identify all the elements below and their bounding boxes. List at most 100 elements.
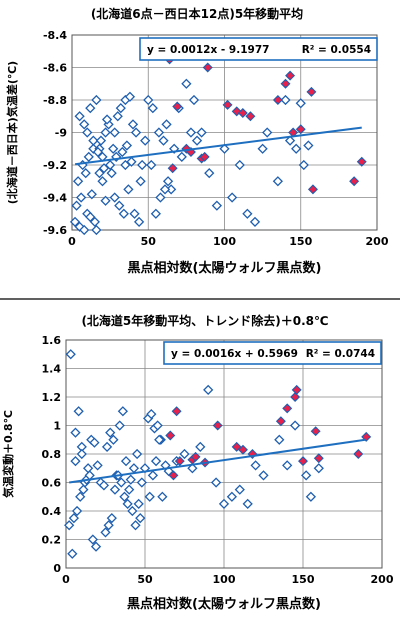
data-point — [153, 127, 165, 138]
data-point — [282, 460, 293, 471]
data-point — [106, 513, 117, 524]
data-point — [116, 477, 127, 488]
x-tick-label: 50 — [141, 235, 157, 248]
data-point — [122, 498, 133, 509]
data-point — [72, 176, 84, 187]
data-point — [181, 78, 192, 89]
data-point — [88, 135, 99, 146]
data-point — [100, 195, 111, 206]
highlight-point — [313, 453, 324, 464]
data-point — [301, 470, 312, 481]
data-point — [157, 491, 168, 502]
x-axis-label: 黒点相対数(太陽ウォルフ黒点数) — [128, 260, 322, 276]
data-point — [108, 434, 119, 445]
data-point — [137, 159, 148, 171]
x-tick-label: 100 — [213, 573, 236, 586]
trend-line — [74, 126, 362, 166]
data-point — [143, 94, 154, 106]
data-point — [154, 434, 165, 445]
data-point — [250, 460, 261, 471]
highlight-point — [282, 403, 293, 414]
data-point — [191, 135, 203, 146]
data-points — [64, 349, 372, 559]
data-point — [219, 143, 230, 154]
y-axis-label: (北海道－西日本)気温差(℃) — [5, 61, 19, 204]
data-point — [249, 216, 261, 227]
data-point — [130, 520, 141, 531]
y-tick-label: 0.8 — [42, 448, 62, 461]
data-point — [87, 534, 98, 545]
data-point — [179, 448, 190, 460]
data-point — [101, 114, 113, 125]
equation-box — [139, 37, 378, 61]
data-point — [106, 168, 117, 179]
highlight-point — [181, 143, 192, 154]
data-point — [92, 146, 104, 158]
data-point — [133, 498, 144, 509]
data-point — [70, 456, 81, 467]
data-point — [305, 491, 317, 502]
data-point — [101, 441, 113, 452]
data-point — [146, 159, 157, 171]
highlight-point — [168, 470, 179, 481]
data-point — [82, 127, 93, 138]
highlight-point — [165, 430, 176, 441]
highlight-point — [174, 456, 185, 467]
data-point — [69, 216, 81, 227]
plot-frame — [65, 339, 383, 569]
data-point — [161, 119, 172, 130]
chart-title: (北海道5年移動平均、トレンド除去)＋0.8℃ — [81, 313, 328, 328]
data-point — [98, 480, 110, 491]
data-point — [85, 103, 96, 114]
data-point — [114, 420, 125, 431]
x-tick-label: 0 — [62, 573, 70, 586]
data-point — [124, 91, 136, 102]
highlight-point — [245, 111, 256, 122]
data-point — [86, 189, 97, 200]
data-point — [185, 127, 197, 138]
x-tick-label: 100 — [213, 235, 236, 248]
data-point — [68, 513, 80, 524]
highlight-point — [222, 99, 233, 110]
data-point — [109, 192, 120, 203]
chart-1: (北海道6点－西日本12点)5年移動平均 -8.4 -8.6 -8.8 -9 -9.2 -9… — [5, 6, 389, 276]
x-tick-label: 150 — [289, 235, 312, 248]
y-tick-label: -9 — [55, 127, 67, 140]
data-point — [94, 168, 105, 179]
data-point — [135, 513, 146, 524]
data-point — [298, 159, 309, 171]
data-point — [130, 127, 142, 138]
highlight-point — [280, 78, 291, 89]
data-point — [114, 200, 125, 211]
data-point — [119, 491, 130, 502]
data-point — [124, 484, 135, 495]
data-point — [65, 349, 76, 360]
y-tick-label: 0.2 — [42, 534, 62, 547]
data-point — [80, 168, 91, 179]
highlight-point — [231, 441, 242, 452]
data-point — [187, 463, 198, 474]
data-point — [95, 135, 107, 146]
data-point — [75, 491, 86, 502]
data-point — [67, 548, 78, 559]
data-point — [136, 477, 147, 488]
data-point — [226, 491, 238, 502]
trend-equation: y = 0.0012x - 9.1977 — [147, 44, 269, 56]
data-point — [242, 498, 253, 509]
data-point — [117, 406, 128, 417]
trend-equation: y = 0.0016x + 0.5969 — [171, 348, 298, 360]
grid — [65, 339, 383, 569]
data-point — [118, 208, 129, 219]
data-point — [234, 159, 245, 171]
data-point — [272, 176, 283, 187]
data-point — [284, 135, 296, 146]
highlight-point — [349, 176, 360, 187]
y-tick-label: 0.6 — [42, 477, 62, 490]
highlight-point — [285, 70, 296, 81]
highlight-point — [171, 406, 182, 417]
data-point — [98, 163, 110, 174]
data-point — [258, 470, 269, 481]
y-tick-label: 1 — [53, 420, 61, 433]
r-squared: R² = 0.0554 — [302, 44, 371, 56]
x-axis-label: 黒点相対数(太陽ウォルフ黒点数) — [127, 596, 321, 612]
